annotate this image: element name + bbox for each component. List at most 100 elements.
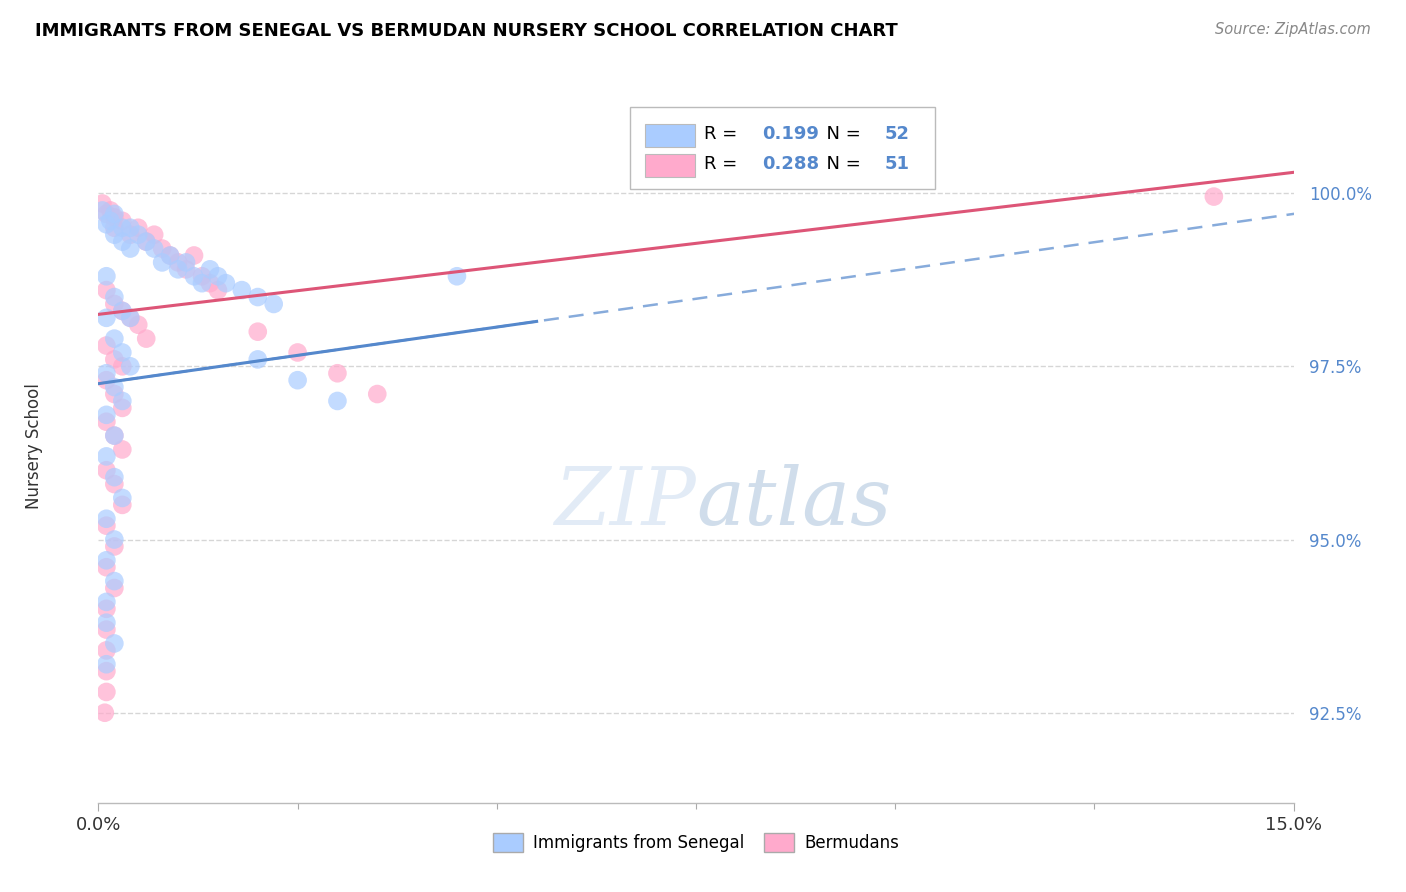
Point bbox=[103, 574, 125, 588]
Point bbox=[167, 255, 190, 269]
Point bbox=[103, 227, 125, 242]
FancyBboxPatch shape bbox=[644, 154, 695, 177]
Point bbox=[96, 664, 118, 678]
Text: 51: 51 bbox=[884, 155, 910, 173]
Point bbox=[96, 518, 118, 533]
Text: R =: R = bbox=[704, 125, 744, 143]
Text: N =: N = bbox=[815, 125, 868, 143]
Point bbox=[111, 401, 134, 415]
Y-axis label: Nursery School: Nursery School bbox=[25, 383, 42, 509]
Point bbox=[246, 325, 269, 339]
Point bbox=[111, 304, 134, 318]
Point bbox=[127, 220, 149, 235]
Point bbox=[96, 207, 118, 221]
Text: atlas: atlas bbox=[696, 465, 891, 541]
Point bbox=[103, 290, 125, 304]
Text: N =: N = bbox=[815, 155, 868, 173]
Point bbox=[111, 498, 134, 512]
Point bbox=[103, 533, 125, 547]
Point bbox=[96, 415, 118, 429]
Point bbox=[159, 248, 181, 262]
Point bbox=[96, 553, 118, 567]
Point bbox=[111, 345, 134, 359]
Point bbox=[207, 283, 229, 297]
Point bbox=[215, 276, 238, 290]
Point bbox=[96, 560, 118, 574]
Point bbox=[96, 595, 118, 609]
Point bbox=[120, 359, 142, 374]
Text: 0.288: 0.288 bbox=[762, 155, 818, 173]
Text: 52: 52 bbox=[884, 125, 910, 143]
Text: R =: R = bbox=[704, 155, 744, 173]
Point bbox=[127, 318, 149, 332]
Point bbox=[150, 242, 173, 256]
Point bbox=[98, 203, 122, 218]
Point bbox=[98, 214, 122, 228]
Point bbox=[191, 276, 214, 290]
Point bbox=[167, 262, 190, 277]
Point bbox=[159, 248, 181, 262]
Point bbox=[103, 470, 125, 484]
Point bbox=[103, 220, 125, 235]
Point bbox=[103, 352, 125, 367]
Point bbox=[103, 297, 125, 311]
Point bbox=[111, 359, 134, 374]
Point bbox=[96, 408, 118, 422]
Point bbox=[287, 373, 309, 387]
Point bbox=[96, 463, 118, 477]
Point bbox=[246, 290, 269, 304]
Point bbox=[103, 332, 125, 346]
Point bbox=[135, 332, 157, 346]
Point bbox=[103, 380, 125, 394]
Point bbox=[111, 220, 134, 235]
Point bbox=[96, 685, 118, 699]
Point bbox=[96, 366, 118, 380]
Point bbox=[103, 540, 125, 554]
Point bbox=[326, 366, 349, 380]
Point bbox=[103, 581, 125, 595]
Point bbox=[96, 217, 118, 231]
Point bbox=[91, 196, 114, 211]
Point bbox=[120, 220, 142, 235]
Point bbox=[111, 442, 134, 457]
Point bbox=[174, 262, 197, 277]
Point bbox=[91, 203, 114, 218]
Point bbox=[96, 602, 118, 616]
Point bbox=[287, 345, 309, 359]
Point bbox=[326, 394, 349, 409]
Point bbox=[103, 207, 125, 221]
Point bbox=[198, 262, 221, 277]
Point bbox=[143, 242, 166, 256]
Point bbox=[135, 235, 157, 249]
Point bbox=[120, 242, 142, 256]
Point bbox=[183, 269, 205, 284]
Point bbox=[103, 636, 125, 650]
Point bbox=[120, 310, 142, 325]
Point bbox=[96, 450, 118, 464]
Point bbox=[1202, 189, 1225, 203]
Point bbox=[96, 338, 118, 352]
Point bbox=[446, 269, 468, 284]
Point bbox=[96, 615, 118, 630]
Text: IMMIGRANTS FROM SENEGAL VS BERMUDAN NURSERY SCHOOL CORRELATION CHART: IMMIGRANTS FROM SENEGAL VS BERMUDAN NURS… bbox=[35, 22, 898, 40]
Point bbox=[120, 227, 142, 242]
Point bbox=[111, 491, 134, 505]
FancyBboxPatch shape bbox=[630, 107, 935, 189]
Point bbox=[103, 387, 125, 401]
Point bbox=[143, 227, 166, 242]
FancyBboxPatch shape bbox=[644, 124, 695, 147]
Point bbox=[96, 657, 118, 672]
Point bbox=[111, 214, 134, 228]
Point bbox=[96, 310, 118, 325]
Point bbox=[183, 248, 205, 262]
Point bbox=[207, 269, 229, 284]
Point bbox=[111, 394, 134, 409]
Point bbox=[96, 643, 118, 657]
Point bbox=[198, 276, 221, 290]
Point bbox=[96, 512, 118, 526]
Point bbox=[96, 373, 118, 387]
Point bbox=[191, 269, 214, 284]
Point bbox=[231, 283, 253, 297]
Point bbox=[127, 227, 149, 242]
Point bbox=[96, 623, 118, 637]
